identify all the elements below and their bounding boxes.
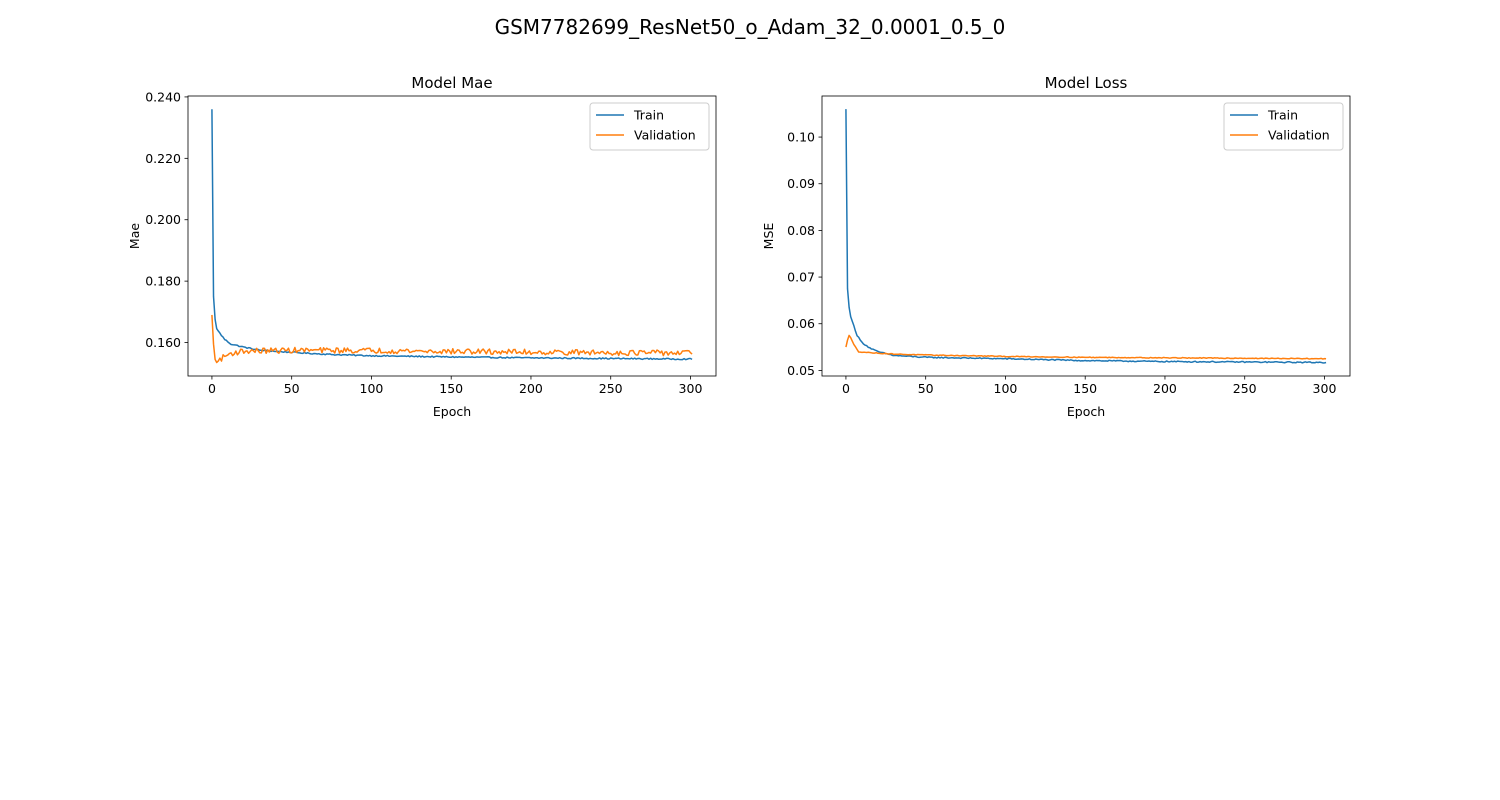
loss-series-train-line (845, 109, 1327, 364)
loss-x-tick-label: 250 (1233, 381, 1257, 396)
loss-y-tick-label: 0.10 (787, 130, 815, 145)
mae-series-validation-line (211, 314, 693, 364)
loss-y-tick-label: 0.08 (787, 223, 815, 238)
loss-chart-title: Model Loss (1045, 74, 1128, 92)
legend-label-train: Train (1267, 108, 1298, 123)
mae-x-tick-label: 50 (284, 381, 300, 396)
mae-y-tick-label: 0.220 (145, 151, 181, 166)
loss-series-validation-line (845, 334, 1327, 360)
loss-x-tick-label: 50 (918, 381, 934, 396)
mae-x-tick-label: 0 (208, 381, 216, 396)
loss-legend: Train Validation (1223, 102, 1344, 151)
legend-label-train: Train (633, 108, 664, 123)
loss-y-tick-label: 0.06 (787, 316, 815, 331)
loss-y-tick-label: 0.05 (787, 363, 815, 378)
figure-suptitle: GSM7782699_ResNet50_o_Adam_32_0.0001_0.5… (495, 15, 1006, 39)
mae-x-tick-label: 100 (360, 381, 384, 396)
mae-chart-panel: 0 50 100 150 200 250 300 0.160 0.180 0.200 0.220 0.… (127, 74, 717, 419)
mae-x-tick-label: 200 (519, 381, 543, 396)
mae-axes-frame (187, 95, 717, 377)
mae-y-tick-label: 0.160 (145, 335, 181, 350)
loss-x-tick-label: 100 (994, 381, 1018, 396)
loss-y-axis-label: MSE (761, 223, 776, 250)
loss-chart-panel: 0 50 100 150 200 250 300 0.05 0.06 0.07 0.08 0.09 0.… (761, 74, 1351, 419)
loss-x-tick-label: 200 (1153, 381, 1177, 396)
mae-y-axis-label: Mae (127, 223, 142, 249)
mae-y-tick-label: 0.180 (145, 274, 181, 289)
mae-y-tick-label: 0.200 (145, 212, 181, 227)
loss-x-tick-label: 300 (1313, 381, 1337, 396)
mae-x-tick-label: 150 (439, 381, 463, 396)
mae-y-tick-label: 0.240 (145, 89, 181, 104)
loss-x-axis-label: Epoch (1067, 404, 1105, 419)
mae-chart-title: Model Mae (411, 74, 492, 92)
loss-x-tick-label: 150 (1073, 381, 1097, 396)
mae-x-tick-label: 300 (679, 381, 703, 396)
legend-label-validation: Validation (634, 128, 696, 143)
legend-label-validation: Validation (1268, 128, 1330, 143)
loss-y-tick-label: 0.07 (787, 270, 815, 285)
loss-y-tick-label: 0.09 (787, 176, 815, 191)
loss-axes-frame (821, 95, 1351, 377)
mae-x-axis-label: Epoch (433, 404, 471, 419)
loss-x-tick-label: 0 (842, 381, 850, 396)
mae-x-tick-label: 250 (599, 381, 623, 396)
mae-legend: Train Validation (589, 102, 710, 151)
